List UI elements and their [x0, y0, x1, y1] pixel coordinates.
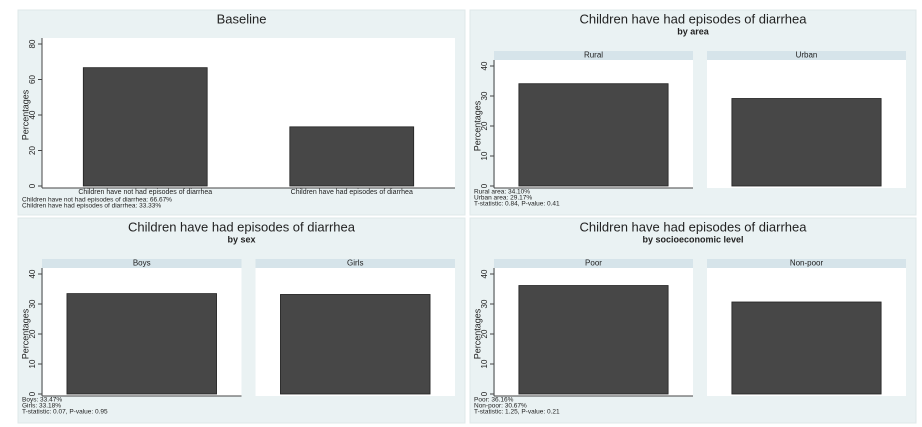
y-tick-label: 40	[28, 110, 37, 119]
facet-label: Poor	[585, 259, 602, 268]
y-tick-label: 20	[480, 121, 489, 130]
y-tick-label: 40	[480, 61, 489, 70]
facet-strip	[707, 51, 906, 60]
chart-title: Baseline	[217, 11, 267, 26]
note: T-statistic: 1.25, P-value: 0.21	[474, 409, 560, 416]
note: Children have not had episodes of diarrh…	[22, 197, 172, 204]
note: Children have had episodes of diarrhea: …	[22, 203, 161, 210]
y-tick-label: 40	[28, 269, 37, 278]
facet-strip	[255, 259, 455, 268]
bar	[66, 293, 217, 395]
bar	[518, 83, 669, 187]
bar	[82, 67, 208, 187]
chart-subtitle: by socioeconomic level	[642, 234, 743, 244]
y-tick-label: 0	[480, 391, 489, 396]
note: T-statistic: 0.84, P-value: 0.41	[474, 201, 560, 208]
y-tick-label: 40	[480, 269, 489, 278]
note: T-statistic: 0.07, P-value: 0.95	[22, 409, 108, 416]
chart-title: Children have had episodes of diarrhea	[128, 219, 356, 234]
note: Non-poor: 30.67%	[474, 403, 527, 410]
y-tick-label: 20	[480, 329, 489, 338]
note: Boys: 33.47%	[22, 397, 62, 404]
y-axis-label: Percentages	[20, 89, 30, 140]
facet-label: Non-poor	[790, 259, 824, 268]
facet-label: Girls	[347, 259, 363, 268]
y-tick-label: 0	[28, 183, 37, 188]
y-tick-label: 30	[480, 91, 489, 100]
x-tick-label: Children have had episodes of diarrhea	[291, 189, 413, 196]
y-tick-label: 0	[480, 183, 489, 188]
facet-label: Urban	[796, 51, 818, 60]
facet-strip	[707, 259, 906, 268]
chart-subtitle: by area	[677, 26, 710, 36]
x-tick-label: Children have not had episodes of diarrh…	[78, 189, 212, 196]
y-tick-label: 60	[28, 75, 37, 84]
note: Poor: 36.16%	[474, 397, 514, 404]
bar	[731, 98, 882, 187]
y-tick-label: 10	[28, 359, 37, 368]
facet-strip	[42, 259, 242, 268]
y-axis-label: Percentages	[472, 100, 482, 151]
y-tick-label: 20	[28, 329, 37, 338]
y-axis-label: Percentages	[20, 308, 30, 359]
note: Rural area: 34.10%	[474, 189, 530, 196]
facet-strip	[494, 51, 693, 60]
y-tick-label: 0	[28, 391, 37, 396]
facet-label: Boys	[133, 259, 151, 268]
facet-label: Rural	[584, 51, 603, 60]
bar	[289, 126, 415, 187]
y-tick-label: 10	[480, 359, 489, 368]
bar	[731, 301, 882, 395]
chart-title: Children have had episodes of diarrhea	[580, 219, 808, 234]
chart-subtitle: by sex	[227, 234, 255, 244]
bar	[518, 285, 669, 395]
y-tick-label: 10	[480, 151, 489, 160]
chart-title: Children have had episodes of diarrhea	[580, 11, 808, 26]
y-tick-label: 30	[28, 299, 37, 308]
y-axis-label: Percentages	[472, 308, 482, 359]
facet-strip	[494, 259, 693, 268]
y-tick-label: 80	[28, 39, 37, 48]
y-tick-label: 30	[480, 299, 489, 308]
note: Girls: 33.18%	[22, 403, 61, 410]
bar	[280, 294, 431, 395]
y-tick-label: 20	[28, 146, 37, 155]
note: Urban area: 29.17%	[474, 195, 532, 202]
